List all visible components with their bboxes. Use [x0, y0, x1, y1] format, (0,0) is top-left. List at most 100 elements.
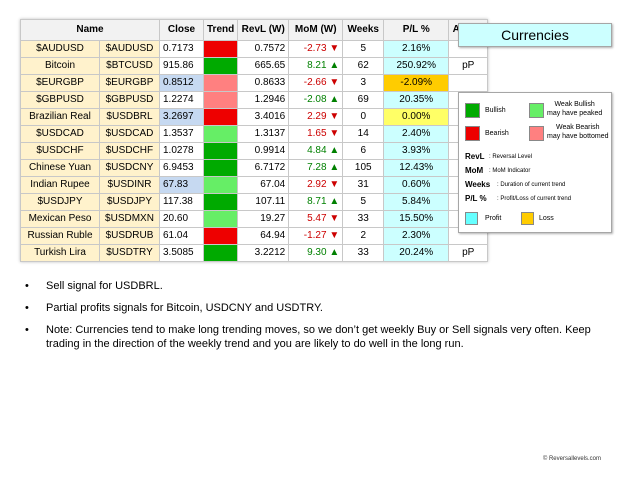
symbol-cell: $USDJPY: [99, 193, 160, 211]
symbol-cell: $USDBRL: [99, 108, 160, 126]
table-row: $USDCHF $USDCHF 1.0278 0.9914 4.84 ▲ 6 3.93%: [20, 142, 489, 160]
table-row: $GBPUSD $GBPUSD 1.2274 1.2946 -2.08 ▲ 69 20.35…: [20, 91, 489, 109]
list-item: • Partial profits signals for Bitcoin, U…: [25, 301, 615, 315]
weeks-cell: 33: [342, 244, 385, 262]
currency-name-cell: $USDCAD: [20, 125, 100, 143]
pl-cell: 0.60%: [383, 176, 450, 194]
weeks-cell: 5: [342, 40, 385, 58]
trend-indicator: [202, 108, 239, 126]
currency-name-cell: Chinese Yuan: [20, 159, 100, 177]
weeks-cell: 0: [342, 108, 385, 126]
currency-name-cell: Indian Rupee: [20, 176, 100, 194]
weeks-cell: 14: [342, 125, 385, 143]
pl-cell: 250.92%: [383, 57, 450, 75]
header-trend: Trend: [202, 19, 239, 41]
bullish-label: Bullish: [485, 107, 506, 114]
mom-cell: -2.08 ▲: [288, 91, 344, 109]
bullet-text: Sell signal for USDBRL.: [46, 280, 163, 292]
table-row: Russian Ruble $USDRUB 61.04 64.94 -1.27 ▼ 2 2.…: [20, 227, 489, 245]
weeks-cell: 31: [342, 176, 385, 194]
mom-desc: : MoM Indicator: [489, 168, 531, 174]
table-row: Indian Rupee $USDINR 67.83 67.04 2.92 ▼ 31 0.6…: [20, 176, 489, 194]
weak-bullish-label: Weak Bullish may have peaked: [547, 101, 603, 117]
trend-indicator: [202, 40, 239, 58]
pl-desc: : Profit/Loss of current trend: [497, 196, 572, 202]
revl-cell: 0.7572: [237, 40, 290, 58]
trend-indicator: [202, 142, 239, 160]
close-cell: 915.86: [159, 57, 204, 75]
weeks-cell: 105: [342, 159, 385, 177]
close-cell: 0.8512: [159, 74, 204, 92]
pl-cell: 0.00%: [383, 108, 450, 126]
revl-cell: 6.7172: [237, 159, 290, 177]
pl-cell: 5.84%: [383, 193, 450, 211]
loss-label: Loss: [539, 215, 554, 222]
loss-swatch: [521, 212, 534, 225]
close-cell: 67.83: [159, 176, 204, 194]
currency-name-cell: Mexican Peso: [20, 210, 100, 228]
mom-cell: -1.27 ▼: [288, 227, 344, 245]
close-cell: 1.3537: [159, 125, 204, 143]
currency-name-cell: Brazilian Real: [20, 108, 100, 126]
currency-name-cell: Russian Ruble: [20, 227, 100, 245]
table-header-row: Name Close Trend RevL (W) MoM (W) Weeks …: [20, 19, 489, 41]
currencies-table: Name Close Trend RevL (W) MoM (W) Weeks …: [20, 19, 489, 262]
notes-list: • Sell signal for USDBRL. • Partial prof…: [25, 279, 615, 359]
close-cell: 20.60: [159, 210, 204, 228]
trend-indicator: [202, 193, 239, 211]
weeks-cell: 3: [342, 74, 385, 92]
close-cell: 3.2697: [159, 108, 204, 126]
revl-desc: : Reversal Level: [489, 154, 533, 160]
revl-cell: 67.04: [237, 176, 290, 194]
weeks-cell: 62: [342, 57, 385, 75]
pl-cell: 2.30%: [383, 227, 450, 245]
page-title: Currencies: [458, 23, 612, 47]
currency-name-cell: $USDJPY: [20, 193, 100, 211]
pl-cell: -2.09%: [383, 74, 450, 92]
table-row: Turkish Lira $USDTRY 3.5085 3.2212 9.30 ▲ 33 2…: [20, 244, 489, 262]
bullet-marker: •: [25, 280, 29, 292]
weak-bearish-swatch: [529, 126, 544, 141]
symbol-cell: $EURGBP: [99, 74, 160, 92]
close-cell: 61.04: [159, 227, 204, 245]
mom-cell: 9.30 ▲: [288, 244, 344, 262]
mom-cell: 7.28 ▲: [288, 159, 344, 177]
pl-cell: 20.35%: [383, 91, 450, 109]
mom-cell: -2.66 ▼: [288, 74, 344, 92]
pl-cell: 3.93%: [383, 142, 450, 160]
action-cell: pP: [448, 57, 489, 75]
action-cell: pP: [448, 244, 489, 262]
header-name: Name: [20, 19, 160, 41]
action-cell: [448, 74, 489, 92]
mom-cell: 4.84 ▲: [288, 142, 344, 160]
header-mom: MoM (W): [288, 19, 344, 41]
currency-name-cell: $EURGBP: [20, 74, 100, 92]
symbol-cell: $USDRUB: [99, 227, 160, 245]
weeks-desc: : Duration of current trend: [497, 182, 566, 188]
pl-key: P/L %: [465, 194, 487, 203]
weeks-key: Weeks: [465, 180, 491, 189]
symbol-cell: $USDMXN: [99, 210, 160, 228]
table-row: Bitcoin $BTCUSD 915.86 665.65 8.21 ▲ 62 250.92…: [20, 57, 489, 75]
table-row: Chinese Yuan $USDCNY 6.9453 6.7172 7.28 ▲ 105…: [20, 159, 489, 177]
symbol-cell: $USDINR: [99, 176, 160, 194]
table-row: $USDCAD $USDCAD 1.3537 1.3137 1.65 ▼ 14 2.40%: [20, 125, 489, 143]
currency-name-cell: $USDCHF: [20, 142, 100, 160]
weeks-cell: 6: [342, 142, 385, 160]
profit-swatch: [465, 212, 478, 225]
close-cell: 0.7173: [159, 40, 204, 58]
mom-cell: 8.71 ▲: [288, 193, 344, 211]
revl-cell: 1.2946: [237, 91, 290, 109]
pl-cell: 12.43%: [383, 159, 450, 177]
pl-cell: 20.24%: [383, 244, 450, 262]
mom-cell: 5.47 ▼: [288, 210, 344, 228]
table-row: $USDJPY $USDJPY 117.38 107.11 8.71 ▲ 5 5.84%: [20, 193, 489, 211]
table-row: $AUDUSD $AUDUSD 0.7173 0.7572 -2.73 ▼ 5 2.16%: [20, 40, 489, 58]
close-cell: 3.5085: [159, 244, 204, 262]
mom-key: MoM: [465, 166, 484, 175]
symbol-cell: $BTCUSD: [99, 57, 160, 75]
table-row: Brazilian Real $USDBRL 3.2697 3.4016 2.29 ▼ 0…: [20, 108, 489, 126]
header-weeks: Weeks: [342, 19, 385, 41]
pl-cell: 2.40%: [383, 125, 450, 143]
trend-indicator: [202, 91, 239, 109]
